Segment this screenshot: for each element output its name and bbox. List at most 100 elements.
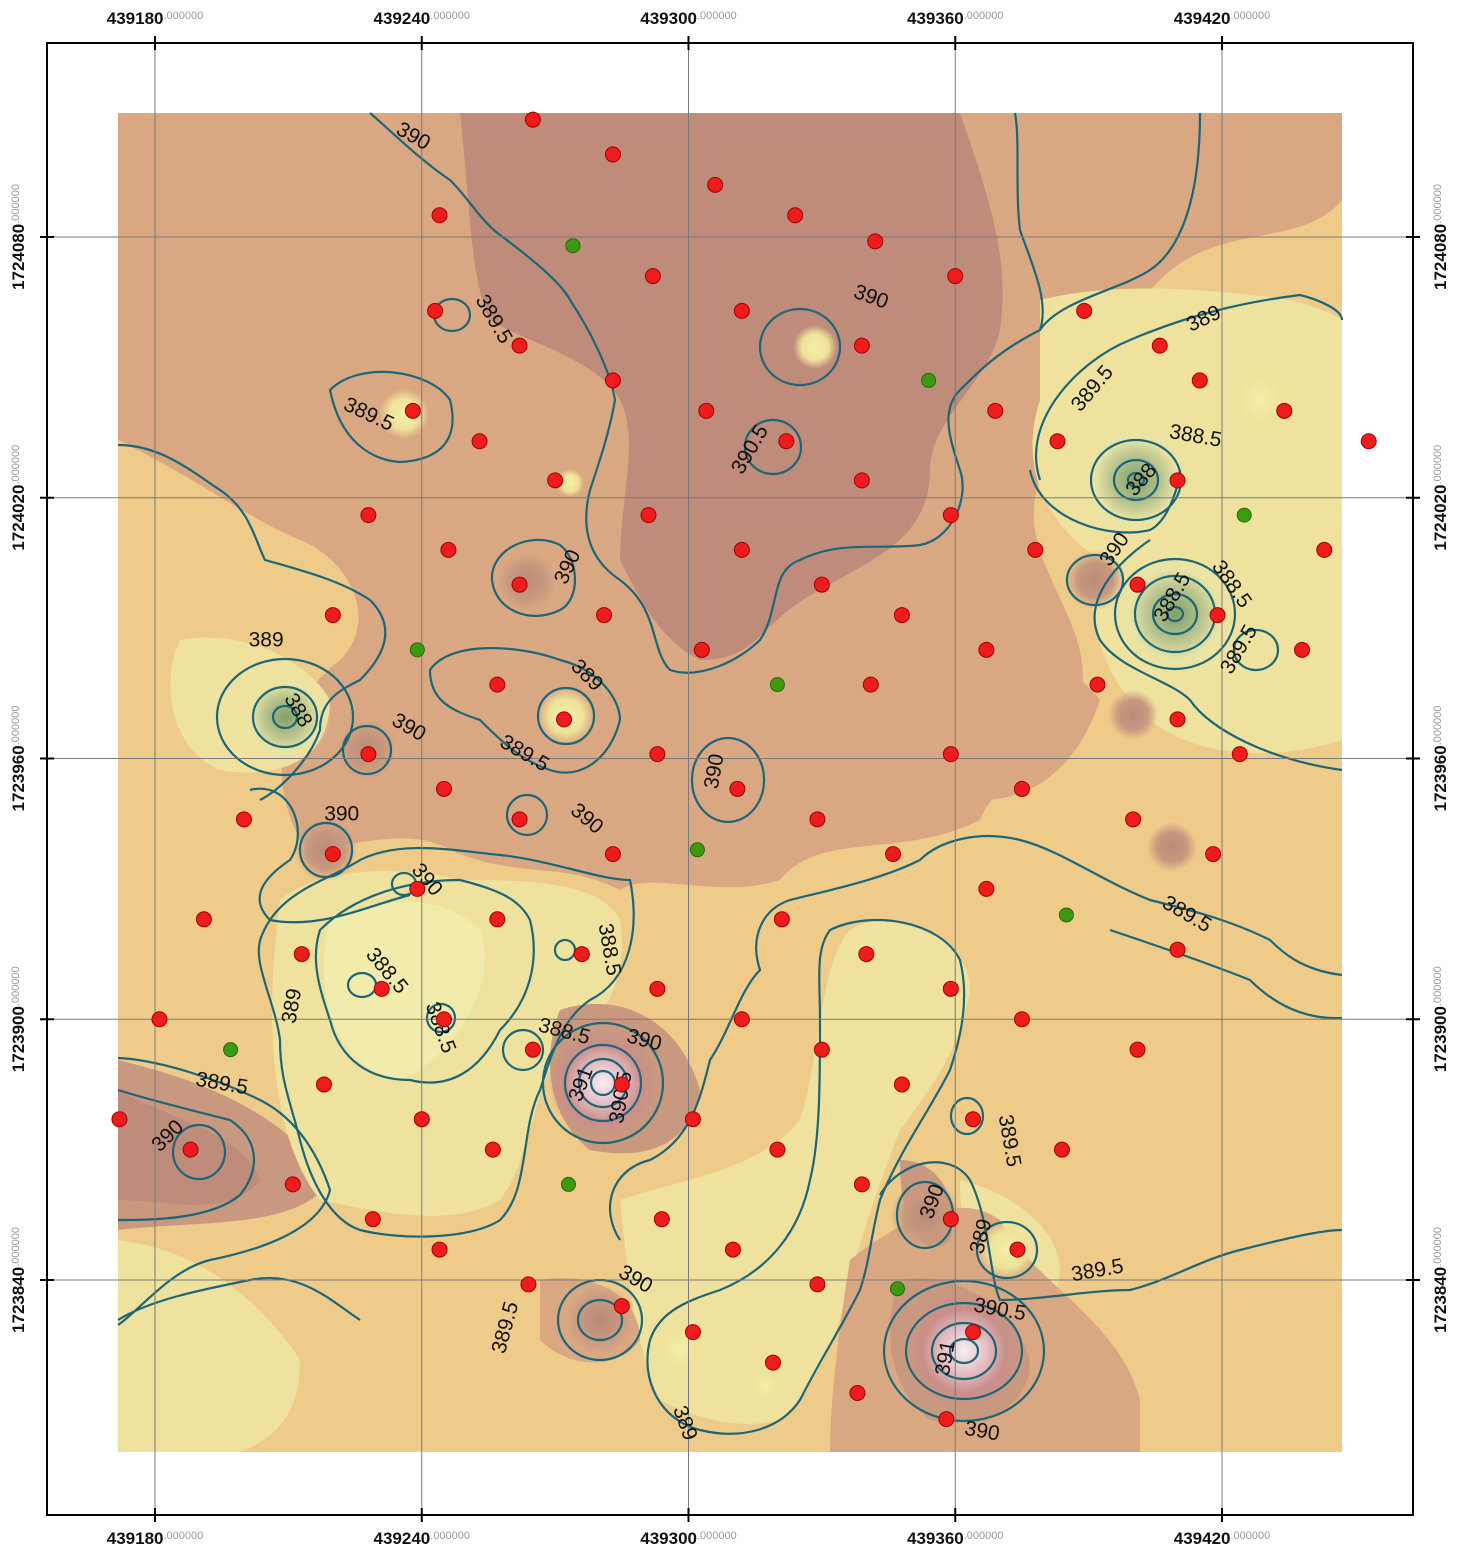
- sample-point-red: [1169, 941, 1186, 958]
- sample-point-red: [1276, 402, 1293, 419]
- sample-point-red: [893, 607, 910, 624]
- sample-point-red: [1360, 433, 1377, 450]
- sample-point-red: [182, 1141, 199, 1158]
- contour-lines: [117, 112, 1344, 1435]
- sample-point-red: [427, 302, 444, 319]
- y-tick-label-right: 1723900.000000: [1431, 966, 1450, 1072]
- x-tick-label-top: 439420.000000: [1174, 9, 1271, 28]
- sample-point-green: [1236, 507, 1252, 523]
- sample-point-red: [942, 1211, 959, 1228]
- contour-label: 389: [249, 629, 284, 652]
- sample-point-red: [1129, 1041, 1146, 1058]
- sample-point-red: [1013, 1011, 1030, 1028]
- sample-point-red: [942, 746, 959, 763]
- sample-point-red: [596, 607, 613, 624]
- sample-point-green: [565, 238, 581, 254]
- sample-point-red: [195, 911, 212, 928]
- sample-point-red: [653, 1211, 670, 1228]
- sample-point-red: [809, 811, 826, 828]
- sample-point-red: [773, 911, 790, 928]
- sample-point-red: [409, 880, 426, 897]
- y-tick-label-left: 1724080.000000: [9, 184, 28, 290]
- sample-point-red: [787, 207, 804, 224]
- y-tick-label-left: 1723840.000000: [9, 1227, 28, 1333]
- sample-point-red: [511, 811, 528, 828]
- sample-point-red: [809, 1276, 826, 1293]
- y-tick-label-right: 1723960.000000: [1431, 706, 1450, 812]
- y-tick-label-right: 1724080.000000: [1431, 184, 1450, 290]
- sample-point-red: [733, 1011, 750, 1028]
- contour-label: 390: [324, 803, 359, 826]
- sample-point-red: [324, 846, 341, 863]
- sample-point-red: [435, 780, 452, 797]
- sample-point-red: [573, 946, 590, 963]
- sample-point-red: [987, 402, 1004, 419]
- sample-point-red: [853, 472, 870, 489]
- sample-point-red: [604, 846, 621, 863]
- sample-point-red: [813, 576, 830, 593]
- sample-point-red: [1294, 641, 1311, 658]
- x-tick-label-bottom: 439360.000000: [907, 1529, 1004, 1548]
- sample-point-red: [1169, 472, 1186, 489]
- sample-point-red: [1316, 541, 1333, 558]
- sample-point-red: [1129, 576, 1146, 593]
- sample-point-green: [889, 1281, 905, 1297]
- sample-point-red: [858, 946, 875, 963]
- sample-point-red: [613, 1298, 630, 1315]
- y-tick-label-right: 1724020.000000: [1431, 445, 1450, 551]
- x-tick-label-top: 439180.000000: [107, 9, 204, 28]
- sample-point-red: [867, 233, 884, 250]
- sample-point-red: [893, 1076, 910, 1093]
- sample-point-red: [965, 1324, 982, 1341]
- sample-point-red: [293, 946, 310, 963]
- sample-point-red: [813, 1041, 830, 1058]
- sample-point-red: [1053, 1141, 1070, 1158]
- x-tick-label-top: 439240.000000: [374, 9, 471, 28]
- sample-point-red: [1076, 302, 1093, 319]
- sample-point-red: [862, 676, 879, 693]
- coordinate-ticks: 439180.000000 439180.000000 439240.000000 4…: [9, 9, 1450, 1548]
- x-tick-label-top: 439360.000000: [907, 9, 1004, 28]
- sample-point-red: [938, 1411, 955, 1428]
- sample-point-red: [1125, 811, 1142, 828]
- sample-point-red: [942, 507, 959, 524]
- sample-point-red: [1191, 372, 1208, 389]
- sample-point-red: [373, 980, 390, 997]
- sample-point-red: [1009, 1241, 1026, 1258]
- sample-point-red: [853, 1176, 870, 1193]
- sample-point-red: [684, 1111, 701, 1128]
- sample-point-red: [524, 111, 541, 128]
- sample-point-red: [524, 1041, 541, 1058]
- sample-point-red: [649, 980, 666, 997]
- sample-point-red: [733, 302, 750, 319]
- sample-point-red: [511, 576, 528, 593]
- y-tick-label-left: 1723960.000000: [9, 706, 28, 812]
- sample-point-red: [1231, 746, 1248, 763]
- x-tick-label-bottom: 439300.000000: [640, 1529, 737, 1548]
- sample-point-red: [404, 402, 421, 419]
- sample-point-green: [223, 1042, 239, 1058]
- sample-point-red: [471, 433, 488, 450]
- sample-point-red: [360, 746, 377, 763]
- sample-point-red: [364, 1211, 381, 1228]
- sample-point-red: [965, 1111, 982, 1128]
- sample-point-red: [511, 337, 528, 354]
- sample-point-green: [921, 372, 937, 388]
- sample-point-red: [849, 1384, 866, 1401]
- sample-point-red: [778, 433, 795, 450]
- sample-point-red: [1027, 541, 1044, 558]
- sample-point-red: [1151, 337, 1168, 354]
- sample-point-red: [151, 1011, 168, 1028]
- y-tick-label-left: 1724020.000000: [9, 445, 28, 551]
- map-frame: [46, 42, 1414, 1516]
- y-tick-label-left: 1723900.000000: [9, 966, 28, 1072]
- x-tick-label-bottom: 439180.000000: [107, 1529, 204, 1548]
- sample-point-green: [1058, 907, 1074, 923]
- sample-point-green: [689, 842, 705, 858]
- sample-point-red: [649, 746, 666, 763]
- sample-point-red: [360, 507, 377, 524]
- sample-point-red: [484, 1141, 501, 1158]
- sample-point-red: [733, 541, 750, 558]
- sample-point-red: [520, 1276, 537, 1293]
- sample-point-red: [1049, 433, 1066, 450]
